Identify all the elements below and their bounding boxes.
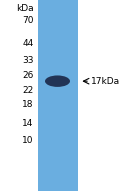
Text: 18: 18 — [22, 100, 34, 109]
Text: 22: 22 — [22, 86, 34, 95]
Bar — [38, 0, 78, 191]
Text: 44: 44 — [22, 39, 34, 49]
Text: 26: 26 — [22, 71, 34, 80]
Text: 14: 14 — [22, 119, 34, 128]
Text: 33: 33 — [22, 56, 34, 65]
Ellipse shape — [45, 75, 70, 87]
Text: kDa: kDa — [16, 4, 34, 13]
Text: 70: 70 — [22, 15, 34, 25]
Text: 10: 10 — [22, 136, 34, 145]
Text: 17kDa: 17kDa — [91, 77, 120, 86]
